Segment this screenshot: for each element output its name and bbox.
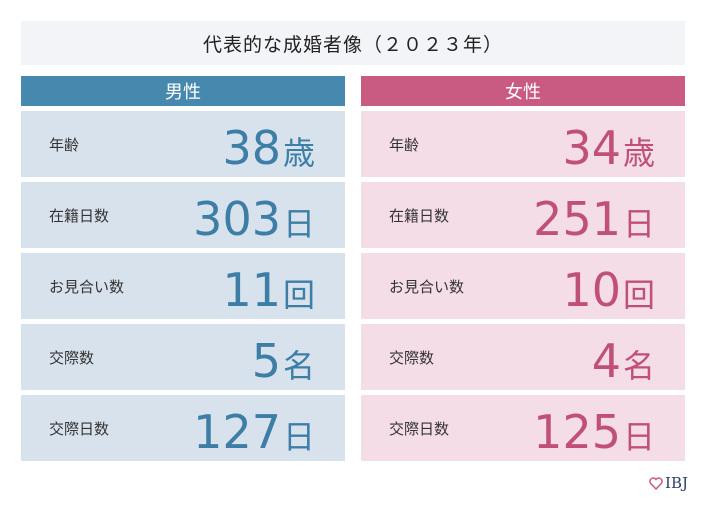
heart-icon [649, 476, 663, 490]
row-label: 年齢 [49, 135, 80, 154]
page-title: 代表的な成婚者像（２０２３年） [202, 33, 503, 56]
row-value: 251 日 [533, 196, 655, 242]
value-number: 125 [533, 405, 621, 459]
female-row-enrollment-days: 在籍日数 251 日 [361, 182, 685, 248]
female-row-dating-days: 交際日数 125 日 [361, 395, 685, 461]
row-label: 交際日数 [389, 419, 450, 438]
row-label: お見合い数 [49, 277, 125, 296]
row-value: 125 日 [533, 409, 655, 455]
value-unit: 歳 [282, 134, 315, 172]
value-unit: 日 [282, 205, 315, 243]
value-number: 10 [562, 263, 621, 317]
value-number: 5 [251, 334, 281, 388]
row-label: 交際数 [389, 348, 435, 367]
male-row-dating-days: 交際日数 127 日 [21, 395, 345, 461]
value-number: 38 [222, 121, 281, 175]
value-number: 303 [193, 192, 281, 246]
male-row-age: 年齢 38 歳 [21, 111, 345, 177]
male-row-omiai-count: お見合い数 11 回 [21, 253, 345, 319]
female-row-age: 年齢 34 歳 [361, 111, 685, 177]
value-number: 251 [533, 192, 621, 246]
male-row-enrollment-days: 在籍日数 303 日 [21, 182, 345, 248]
male-header: 男性 [21, 76, 345, 106]
female-header: 女性 [361, 76, 685, 106]
female-row-omiai-count: お見合い数 10 回 [361, 253, 685, 319]
row-value: 34 歳 [562, 125, 655, 171]
title-box: 代表的な成婚者像（２０２３年） [21, 21, 685, 65]
value-unit: 日 [282, 418, 315, 456]
value-unit: 日 [622, 205, 655, 243]
row-label: 交際数 [49, 348, 95, 367]
row-value: 303 日 [193, 196, 315, 242]
row-label: 交際日数 [49, 419, 110, 438]
logo-text: IBJ [665, 474, 688, 492]
value-unit: 回 [622, 276, 655, 314]
row-value: 127 日 [193, 409, 315, 455]
value-unit: 歳 [622, 134, 655, 172]
value-unit: 名 [282, 347, 315, 385]
row-label: 在籍日数 [389, 206, 450, 225]
value-number: 4 [591, 334, 621, 388]
row-value: 38 歳 [222, 125, 315, 171]
value-unit: 名 [622, 347, 655, 385]
value-number: 127 [193, 405, 281, 459]
value-number: 34 [562, 121, 621, 175]
row-value: 11 回 [222, 267, 315, 313]
row-label: 在籍日数 [49, 206, 110, 225]
value-unit: 日 [622, 418, 655, 456]
row-label: お見合い数 [389, 277, 465, 296]
value-number: 11 [222, 263, 281, 317]
row-label: 年齢 [389, 135, 420, 154]
ibj-logo: IBJ [649, 474, 688, 492]
row-value: 10 回 [562, 267, 655, 313]
value-unit: 回 [282, 276, 315, 314]
